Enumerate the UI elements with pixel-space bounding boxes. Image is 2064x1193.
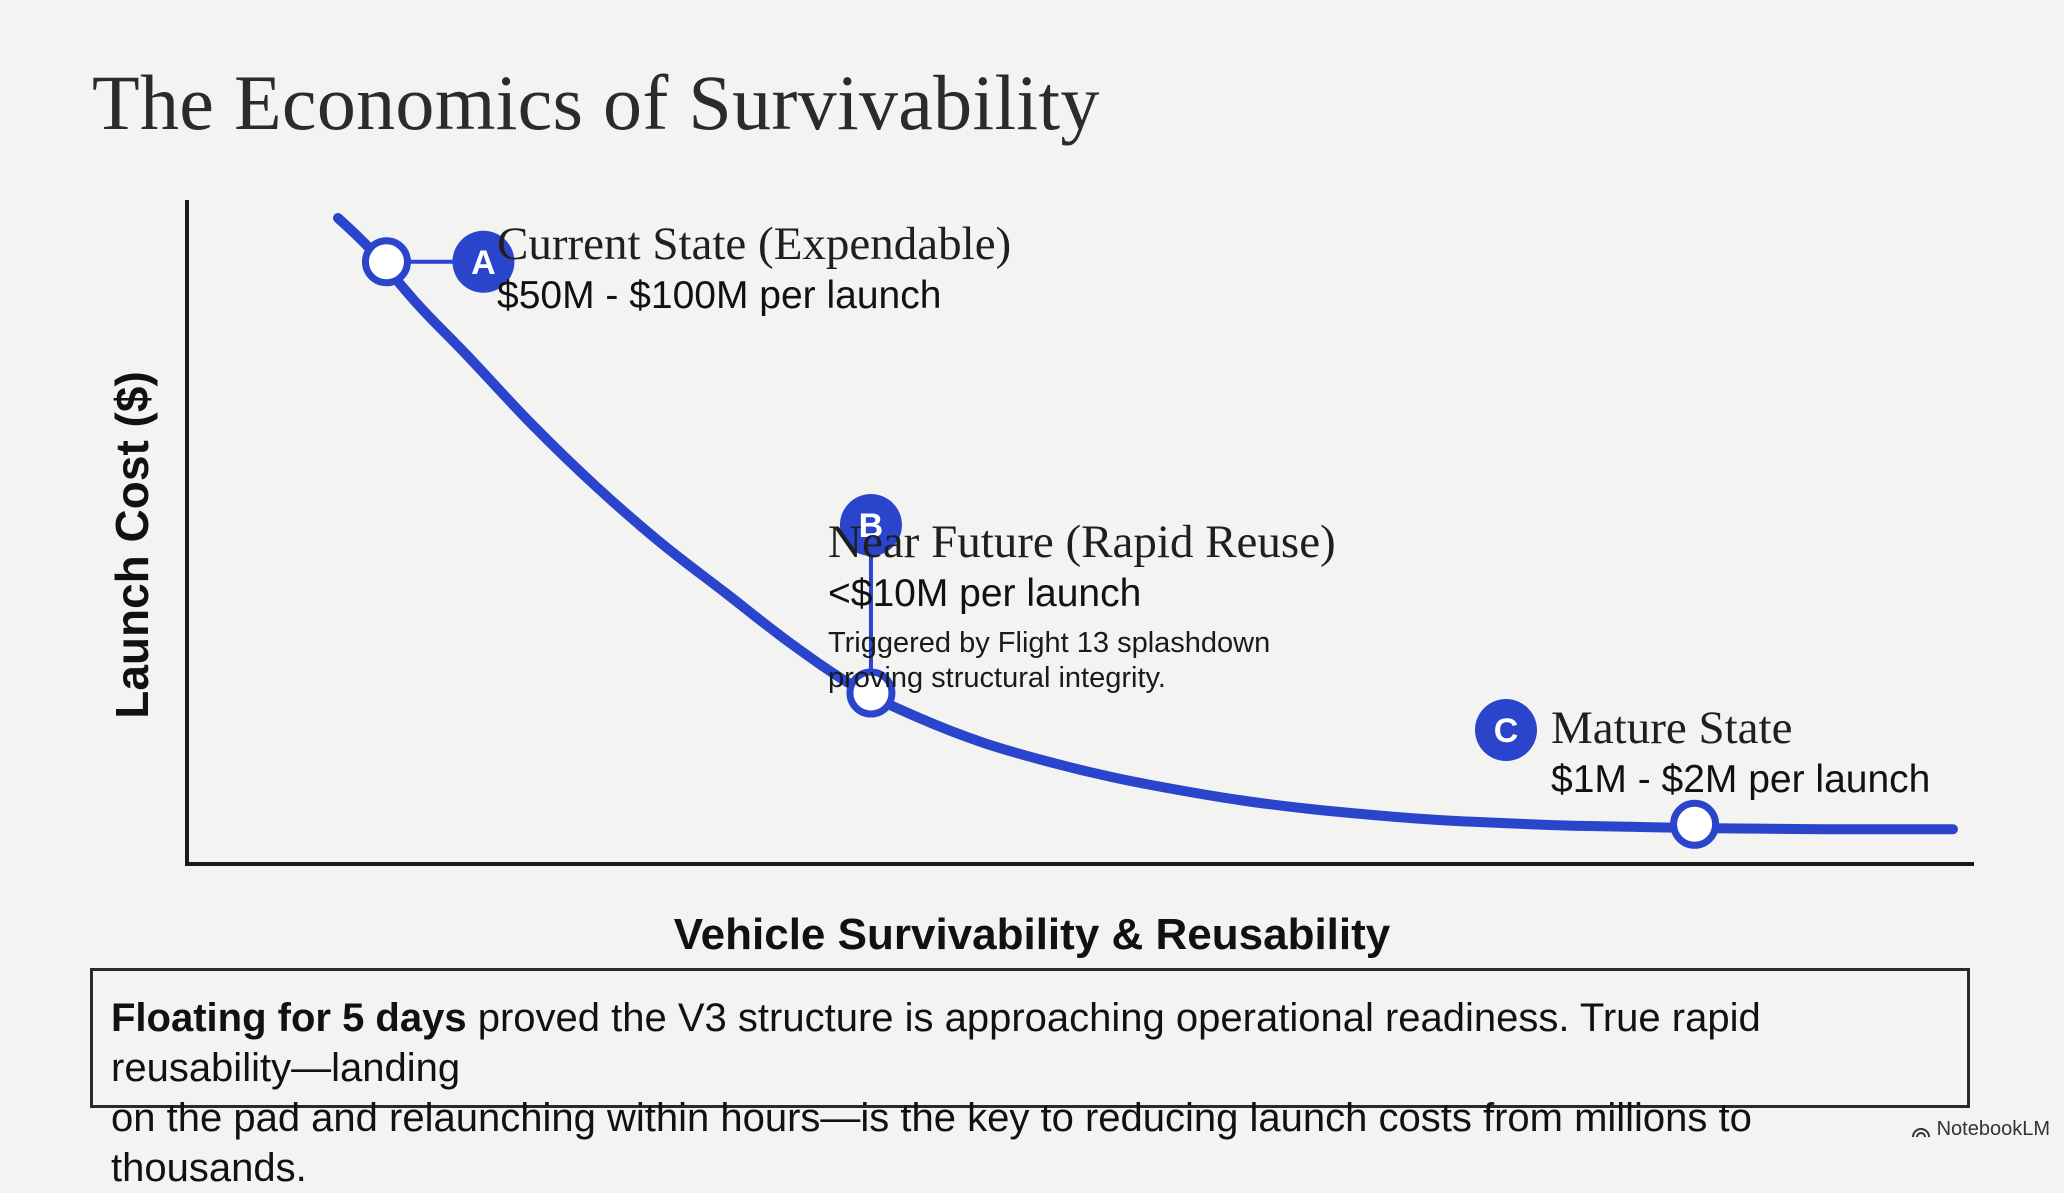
brand-mark: NotebookLM [1911, 1118, 2050, 1141]
page-title: The Economics of Survivability [92, 59, 1100, 146]
callout-mature-state: Mature State $1M - $2M per launch [1551, 702, 1930, 806]
y-axis-label: Launch Cost ($) [106, 371, 158, 719]
marker-b [846, 668, 896, 718]
marker-c [1670, 799, 1720, 849]
point-a: A [361, 230, 515, 293]
callout-near-future: Near Future (Rapid Reuse) <$10M per laun… [828, 516, 1336, 696]
callout-b-note-line1: Triggered by Flight 13 splashdown [828, 627, 1271, 659]
notebooklm-icon [1911, 1127, 1930, 1137]
cost-curve-chart: A B C [185, 200, 1974, 866]
point-c: C [1475, 699, 1720, 849]
callout-b-title: Near Future (Rapid Reuse) [828, 516, 1336, 568]
summary-line2: on the pad and relaunching within hours—… [111, 1096, 1752, 1190]
callout-a-title: Current State (Expendable) [497, 218, 1012, 270]
summary-box: Floating for 5 days proved the V3 struct… [90, 968, 1970, 1190]
callout-b-value: <$10M per launch [828, 572, 1142, 615]
badge-a-letter: A [471, 244, 496, 282]
callout-b-note-line2: proving structural integrity. [828, 662, 1166, 694]
badge-b-letter: B [859, 507, 884, 545]
badge-c-letter: C [1494, 712, 1519, 750]
callout-current-state: Current State (Expendable) $50M - $100M … [497, 218, 1011, 322]
summary-bold: Floating for 5 days [111, 996, 467, 1040]
badge-a [452, 230, 515, 293]
brand-label: NotebookLM [1936, 1118, 2050, 1140]
badge-b [839, 494, 902, 556]
callout-a-value: $50M - $100M per launch [497, 274, 942, 317]
marker-a [361, 237, 411, 287]
x-axis-label: Vehicle Survivability & Reusability [673, 910, 1391, 959]
callout-c-value: $1M - $2M per launch [1551, 758, 1931, 801]
badge-c [1475, 699, 1537, 761]
summary-rest: proved the V3 structure is approaching o… [111, 996, 1761, 1090]
summary-line1: Floating for 5 days proved the V3 struct… [111, 993, 1949, 1093]
callout-c-title: Mature State [1551, 702, 1793, 754]
point-b: B [839, 494, 902, 718]
